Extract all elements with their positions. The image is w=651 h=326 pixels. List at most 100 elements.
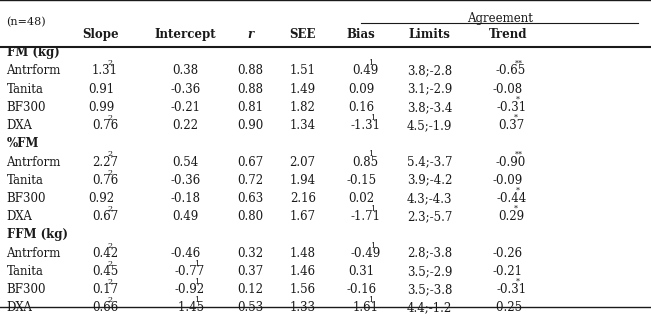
- Text: Antrform: Antrform: [7, 65, 61, 78]
- Text: 0.63: 0.63: [238, 192, 264, 205]
- Text: 2: 2: [107, 59, 113, 67]
- Text: -0.15: -0.15: [346, 174, 376, 187]
- Text: Slope: Slope: [83, 28, 119, 41]
- Text: *: *: [514, 205, 518, 213]
- Text: -0.18: -0.18: [171, 192, 201, 205]
- Text: 4.5;-1.9: 4.5;-1.9: [407, 119, 452, 132]
- Text: 1.51: 1.51: [290, 65, 316, 78]
- Text: 2: 2: [107, 205, 113, 213]
- Text: -1.71: -1.71: [350, 210, 380, 223]
- Text: 0.92: 0.92: [88, 192, 114, 205]
- Text: 1.34: 1.34: [290, 119, 316, 132]
- Text: -0.09: -0.09: [493, 174, 523, 187]
- Text: 0.91: 0.91: [88, 83, 114, 96]
- Text: 0.29: 0.29: [499, 210, 525, 223]
- Text: 2.3;-5.7: 2.3;-5.7: [407, 210, 452, 223]
- Text: -1.31: -1.31: [350, 119, 380, 132]
- Text: -0.08: -0.08: [493, 83, 523, 96]
- Text: 0.54: 0.54: [173, 156, 199, 169]
- Text: 2.07: 2.07: [290, 156, 316, 169]
- Text: 1: 1: [368, 59, 373, 67]
- Text: 0.38: 0.38: [173, 65, 199, 78]
- Text: 3.1;-2.9: 3.1;-2.9: [407, 83, 452, 96]
- Text: 1.33: 1.33: [290, 301, 316, 314]
- Text: *: *: [516, 96, 520, 104]
- Text: 0.31: 0.31: [348, 265, 374, 278]
- Text: 3.8;-2.8: 3.8;-2.8: [407, 65, 452, 78]
- Text: Antrform: Antrform: [7, 246, 61, 259]
- Text: 1: 1: [368, 150, 373, 158]
- Text: 2: 2: [107, 278, 113, 286]
- Text: Agreement: Agreement: [467, 12, 533, 24]
- Text: 0.37: 0.37: [499, 119, 525, 132]
- Text: 0.85: 0.85: [352, 156, 378, 169]
- Text: -0.31: -0.31: [497, 283, 527, 296]
- Text: DXA: DXA: [7, 301, 33, 314]
- Text: Trend: Trend: [488, 28, 527, 41]
- Text: 1: 1: [194, 278, 199, 286]
- Text: **: **: [515, 59, 523, 67]
- Text: *: *: [516, 278, 520, 286]
- Text: *: *: [514, 114, 518, 122]
- Text: SEE: SEE: [290, 28, 316, 41]
- Text: -0.49: -0.49: [350, 246, 381, 259]
- Text: 1.49: 1.49: [290, 83, 316, 96]
- Text: 1: 1: [370, 242, 375, 249]
- Text: 2.16: 2.16: [290, 192, 316, 205]
- Text: 1.67: 1.67: [290, 210, 316, 223]
- Text: 0.88: 0.88: [238, 65, 264, 78]
- Text: 0.72: 0.72: [238, 174, 264, 187]
- Text: -0.21: -0.21: [493, 265, 523, 278]
- Text: 0.67: 0.67: [238, 156, 264, 169]
- Text: 3.5;-2.9: 3.5;-2.9: [407, 265, 452, 278]
- Text: 0.81: 0.81: [238, 101, 264, 114]
- Text: *: *: [516, 187, 520, 195]
- Text: -0.65: -0.65: [495, 65, 526, 78]
- Text: r: r: [247, 28, 254, 41]
- Text: BF300: BF300: [7, 283, 46, 296]
- Text: 0.49: 0.49: [352, 65, 378, 78]
- Text: 0.02: 0.02: [348, 192, 374, 205]
- Text: 0.32: 0.32: [238, 246, 264, 259]
- Text: %FM: %FM: [7, 137, 39, 150]
- Text: 2.8;-3.8: 2.8;-3.8: [407, 246, 452, 259]
- Text: 0.45: 0.45: [92, 265, 118, 278]
- Text: 1.82: 1.82: [290, 101, 316, 114]
- Text: 0.49: 0.49: [173, 210, 199, 223]
- Text: 0.42: 0.42: [92, 246, 118, 259]
- Text: 2.27: 2.27: [92, 156, 118, 169]
- Text: -0.77: -0.77: [174, 265, 205, 278]
- Text: 1.31: 1.31: [92, 65, 118, 78]
- Text: Limits: Limits: [409, 28, 450, 41]
- Text: FFM (kg): FFM (kg): [7, 229, 68, 241]
- Text: -0.36: -0.36: [171, 83, 201, 96]
- Text: 0.67: 0.67: [92, 210, 118, 223]
- Text: -0.36: -0.36: [171, 174, 201, 187]
- Text: 0.12: 0.12: [238, 283, 264, 296]
- Text: 3.9;-4.2: 3.9;-4.2: [407, 174, 452, 187]
- Text: 1.46: 1.46: [290, 265, 316, 278]
- Text: -0.26: -0.26: [493, 246, 523, 259]
- Text: 1.94: 1.94: [290, 174, 316, 187]
- Text: Bias: Bias: [347, 28, 376, 41]
- Text: 0.76: 0.76: [92, 174, 118, 187]
- Text: 2: 2: [107, 150, 113, 158]
- Text: -0.31: -0.31: [497, 101, 527, 114]
- Text: 1: 1: [370, 114, 375, 122]
- Text: 0.53: 0.53: [238, 301, 264, 314]
- Text: 0.66: 0.66: [92, 301, 118, 314]
- Text: 3.8;-3.4: 3.8;-3.4: [407, 101, 452, 114]
- Text: Tanita: Tanita: [7, 174, 44, 187]
- Text: -1.45: -1.45: [174, 301, 204, 314]
- Text: 1: 1: [370, 205, 375, 213]
- Text: 0.22: 0.22: [173, 119, 199, 132]
- Text: 1.61: 1.61: [352, 301, 378, 314]
- Text: -0.46: -0.46: [171, 246, 201, 259]
- Text: 1: 1: [368, 296, 373, 304]
- Text: DXA: DXA: [7, 210, 33, 223]
- Text: 0.16: 0.16: [348, 101, 374, 114]
- Text: 4.4;-1.2: 4.4;-1.2: [407, 301, 452, 314]
- Text: Antrform: Antrform: [7, 156, 61, 169]
- Text: DXA: DXA: [7, 119, 33, 132]
- Text: 2: 2: [107, 260, 113, 268]
